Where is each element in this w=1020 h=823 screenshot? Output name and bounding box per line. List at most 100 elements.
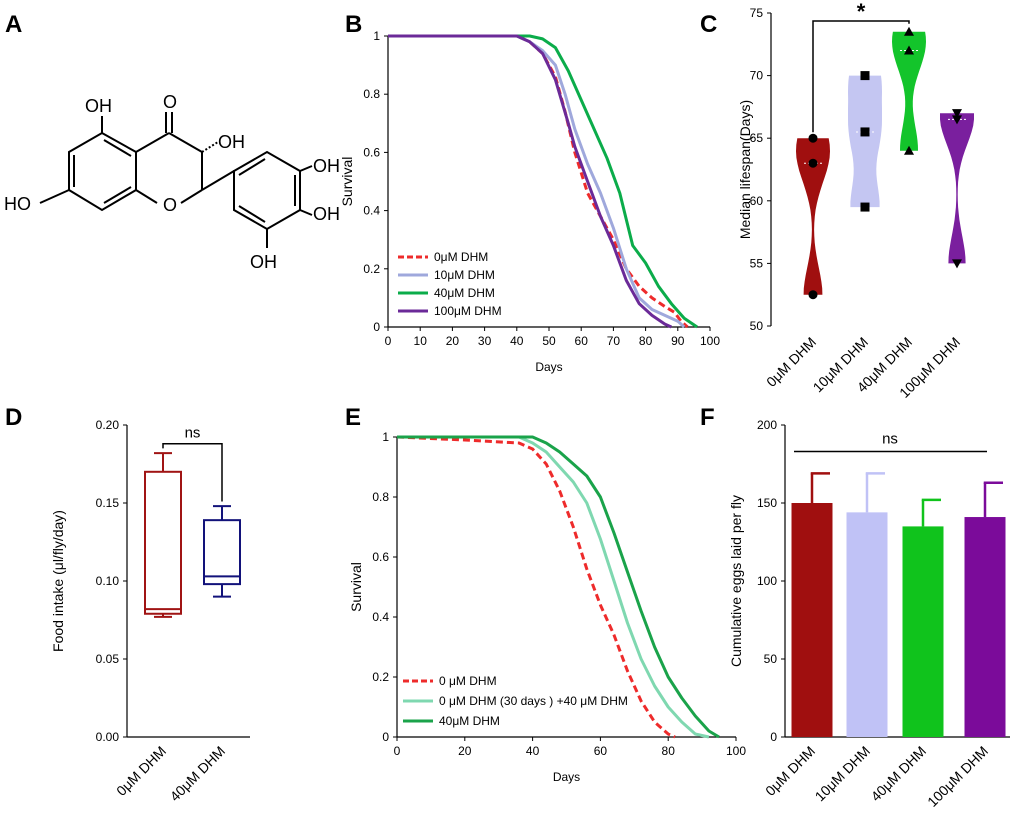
bar-40-m-dhm <box>902 526 944 737</box>
panel-d-box-chart: 0.00 0.05 0.10 0.15 0.20 Food intake (μl/fly/… <box>50 418 250 804</box>
ring-a-double-bond-2 <box>103 139 132 157</box>
legend-label-40-m-dhm: 40μM DHM <box>439 714 500 728</box>
panel-label-a: A <box>5 11 22 38</box>
chem-label-3p-oh: OH <box>313 156 340 176</box>
x-tick-label: 80 <box>662 744 676 758</box>
significance-bracket <box>812 20 910 133</box>
y-tick-label: 200 <box>757 418 777 432</box>
violin-10-m-dhm <box>848 75 882 208</box>
x-tick-label: 10 <box>414 334 428 348</box>
y-axis-title: Cumulative eggs laid per fly <box>728 495 744 667</box>
category-label-0-m-dhm: 0μM DHM <box>762 743 818 799</box>
data-point <box>808 133 818 143</box>
category-label-0-m-dhm: 0μM DHM <box>763 334 819 390</box>
ring-b-double-bond-3 <box>238 205 266 223</box>
significance-label: ns <box>185 425 201 442</box>
y-tick-label: 0 <box>373 320 380 334</box>
x-tick-label: 60 <box>594 744 608 758</box>
series-line-0-m-dhm-30-days-40-m-dhm <box>397 435 710 739</box>
x-axis-title: Days <box>535 360 562 374</box>
series-line-100-m-dhm <box>388 34 673 329</box>
y-tick-label: 0.2 <box>372 670 389 684</box>
category-label-0-m-dhm: 0μM DHM <box>113 743 169 799</box>
y-tick-label: 65 <box>750 131 764 145</box>
bond-c4a-c4 <box>135 132 170 153</box>
chem-label-7-ho: HO <box>4 194 31 214</box>
y-tick-label: 0.20 <box>96 418 120 432</box>
x-tick-label: 80 <box>639 334 653 348</box>
panel-label-b: B <box>345 11 362 38</box>
significance-bracket <box>162 442 223 502</box>
series-line-0-m-dhm <box>396 435 676 739</box>
bar-10-m-dhm <box>846 512 888 737</box>
bond-c3p-oh <box>299 165 313 172</box>
panel-label-f: F <box>700 404 715 431</box>
y-tick-label: 0.00 <box>96 730 120 744</box>
ring-b-double-bond-1 <box>238 158 266 176</box>
y-tick-label: 0 <box>382 730 389 744</box>
y-tick-label: 50 <box>750 319 764 333</box>
panel-c-violin-chart: 50 55 60 65 70 75 Median lifespan(Days) 0μM DHM… <box>737 0 974 401</box>
data-point <box>952 115 962 125</box>
data-point <box>808 158 818 168</box>
y-axis-title: Survival <box>339 157 355 207</box>
chem-label-ring-o: O <box>163 195 177 215</box>
bond-c2-ring-b <box>201 170 235 191</box>
y-tick-label: 100 <box>757 574 777 588</box>
y-tick-label: 75 <box>750 6 764 20</box>
violin-0-m-dhm <box>796 138 830 295</box>
x-tick-label: 70 <box>607 334 621 348</box>
x-tick-label: 40 <box>510 334 524 348</box>
y-tick-label: 0 <box>770 730 777 744</box>
y-tick-label: 1 <box>382 430 389 444</box>
x-tick-label: 0 <box>394 744 401 758</box>
x-tick-label: 50 <box>542 334 556 348</box>
significance-label: * <box>857 0 866 24</box>
category-label-40-m-dhm: 40μM DHM <box>167 743 229 805</box>
violin-40-m-dhm <box>892 31 926 151</box>
x-tick-label: 40 <box>526 744 540 758</box>
series-line-0-m-dhm <box>388 34 689 329</box>
y-tick-label: 0.05 <box>96 652 120 666</box>
legend-label-10-m-dhm: 10μM DHM <box>434 268 495 282</box>
bond-c3-oh-hashed <box>201 141 219 153</box>
chem-label-3-oh: OH <box>218 132 245 152</box>
ring-a-double-bond-3 <box>103 186 132 204</box>
bond-c4-c3 <box>168 132 203 153</box>
bond-c7-oh <box>39 189 70 204</box>
y-tick-label: 50 <box>764 652 778 666</box>
ring-a <box>68 131 137 212</box>
data-point <box>860 71 870 81</box>
category-label-40-m-dhm: 40μM DHM <box>868 743 930 805</box>
legend-label-0-m-dhm-30-days-40-m-dhm: 0 μM DHM (30 days ) +40 μM DHM <box>439 694 628 708</box>
x-tick-label: 0 <box>385 334 392 348</box>
series-line-10-m-dhm <box>388 34 686 329</box>
y-tick-label: 0.2 <box>363 262 380 276</box>
legend-label-40-m-dhm: 40μM DHM <box>434 286 495 300</box>
chem-label-5p-oh: OH <box>250 252 277 272</box>
panel-e-survival-chart: 0 0.2 0.4 0.6 0.8 1 0 20 40 60 80 100 Days Survival 0 … <box>348 430 746 784</box>
bar-0-m-dhm <box>791 503 833 737</box>
panel-b-survival-chart: 00.20.40.60.810 10 20 30 40 50 60 70 80 90 100Days… <box>339 29 720 374</box>
y-axis-title: Food intake (μl/fly/day) <box>50 510 66 652</box>
y-tick-label: 70 <box>750 69 764 83</box>
y-tick-label: 0.4 <box>372 610 389 624</box>
category-label-100-m-dhm: 100μM DHM <box>924 743 991 810</box>
bar-100-m-dhm <box>964 517 1006 737</box>
violin-100-m-dhm <box>940 113 974 264</box>
panel-f-bar-chart: 0 50 100 150 200 Cumulative eggs laid per fly… <box>728 418 1010 810</box>
x-tick-label: 60 <box>575 334 589 348</box>
chem-label-5-oh: OH <box>85 96 112 116</box>
x-tick-label: 30 <box>478 334 492 348</box>
bond-o1-c8a <box>135 189 158 204</box>
panel-label-d: D <box>5 404 22 431</box>
legend-label-100-m-dhm: 100μM DHM <box>434 304 502 318</box>
y-tick-label: 0.6 <box>372 550 389 564</box>
bond-c4p-oh <box>299 209 313 216</box>
y-tick-label: 0.10 <box>96 574 120 588</box>
ring-b <box>233 150 301 231</box>
panel-label-e: E <box>345 404 361 431</box>
y-axis-title: Median lifespan(Days) <box>737 100 753 239</box>
y-tick-label: 0.8 <box>372 490 389 504</box>
